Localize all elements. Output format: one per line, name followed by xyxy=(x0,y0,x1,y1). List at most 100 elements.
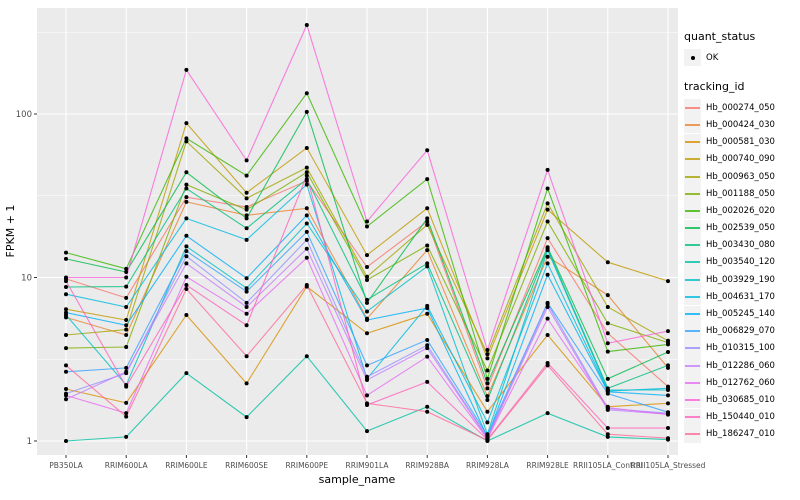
data-point xyxy=(365,264,369,269)
data-point xyxy=(425,222,430,227)
legend-item-label: Hb_012286_060 xyxy=(706,360,775,371)
data-point xyxy=(124,411,129,416)
data-point xyxy=(184,170,189,175)
x-axis-title: sample_name xyxy=(319,473,396,486)
legend-item-label: Hb_150440_010 xyxy=(706,412,775,423)
data-point xyxy=(184,233,189,238)
data-point xyxy=(485,420,490,425)
legend-item-Hb_001188_050[interactable]: Hb_001188_050 xyxy=(684,185,798,203)
data-point xyxy=(425,248,430,253)
legend-item-Hb_002026_020[interactable]: Hb_002026_020 xyxy=(684,202,798,220)
data-point xyxy=(184,371,189,376)
line-key-icon xyxy=(684,116,701,134)
data-point xyxy=(64,386,68,391)
data-point xyxy=(425,346,430,351)
line-key-icon xyxy=(684,322,701,340)
data-point xyxy=(365,309,369,314)
data-point xyxy=(545,301,550,306)
data-point xyxy=(304,246,309,251)
data-point xyxy=(124,400,129,405)
legend-item-Hb_000581_030[interactable]: Hb_000581_030 xyxy=(684,133,798,151)
data-point xyxy=(425,404,430,409)
legend-item-Hb_012286_060[interactable]: Hb_012286_060 xyxy=(684,357,798,375)
data-point xyxy=(425,264,430,269)
legend-item-Hb_004631_170[interactable]: Hb_004631_170 xyxy=(684,288,798,306)
data-point xyxy=(304,206,309,211)
legend-item-label: Hb_000424_030 xyxy=(706,119,775,130)
data-point xyxy=(304,170,309,175)
line-key-icon xyxy=(684,391,701,409)
legend-item-Hb_186247_010[interactable]: Hb_186247_010 xyxy=(684,425,798,443)
data-point xyxy=(124,266,129,271)
data-point xyxy=(244,415,249,420)
legend-item-Hb_003430_080[interactable]: Hb_003430_080 xyxy=(684,236,798,254)
legend-item-Hb_030685_010[interactable]: Hb_030685_010 xyxy=(684,391,798,409)
legend-item-Hb_012762_060[interactable]: Hb_012762_060 xyxy=(684,374,798,392)
legend-quant-status: quant_status OK xyxy=(684,30,798,67)
data-point xyxy=(184,121,189,126)
legend-item-Hb_003929_190[interactable]: Hb_003929_190 xyxy=(684,271,798,289)
data-point xyxy=(605,331,610,336)
data-point xyxy=(184,186,189,191)
data-point xyxy=(485,356,490,361)
data-point xyxy=(425,379,430,384)
legend-item-label: Hb_186247_010 xyxy=(706,429,775,440)
data-point xyxy=(545,411,550,416)
data-point xyxy=(425,409,430,414)
data-point xyxy=(124,332,129,337)
legend-item-Hb_006829_070[interactable]: Hb_006829_070 xyxy=(684,322,798,340)
legend-item-Hb_000963_050[interactable]: Hb_000963_050 xyxy=(684,168,798,186)
data-point xyxy=(244,286,249,291)
data-point xyxy=(485,409,490,414)
legend-tracking-id: tracking_id Hb_000274_050 Hb_000424_030 Hb… xyxy=(684,80,798,443)
data-point xyxy=(545,332,550,337)
line-key-icon xyxy=(684,374,701,392)
legend-item-Hb_005245_140[interactable]: Hb_005245_140 xyxy=(684,305,798,323)
data-point xyxy=(545,248,550,253)
legend-title-tracking-id: tracking_id xyxy=(684,80,745,94)
data-point xyxy=(304,237,309,242)
data-point xyxy=(365,278,369,283)
data-point xyxy=(64,250,68,255)
legend-item-Hb_010315_100[interactable]: Hb_010315_100 xyxy=(684,339,798,357)
data-point xyxy=(365,401,369,406)
data-point xyxy=(605,376,610,381)
data-point xyxy=(304,23,309,28)
legend-item-Hb_000740_090[interactable]: Hb_000740_090 xyxy=(684,150,798,168)
data-point xyxy=(64,363,68,368)
data-point xyxy=(124,384,129,389)
x-tick-label: RRIM928LA xyxy=(466,461,510,470)
data-point xyxy=(485,381,490,386)
data-point xyxy=(304,213,309,218)
legend-item-Hb_000274_050[interactable]: Hb_000274_050 xyxy=(684,99,798,117)
legend-item-label: Hb_000963_050 xyxy=(706,171,775,182)
data-point xyxy=(365,224,369,229)
line-key-icon xyxy=(684,99,701,117)
data-point xyxy=(425,306,430,311)
data-point xyxy=(244,381,249,386)
legend-item-ok[interactable]: OK xyxy=(684,49,798,67)
data-point xyxy=(304,229,309,234)
data-point xyxy=(485,386,490,391)
data-point xyxy=(365,429,369,434)
data-point xyxy=(244,276,249,281)
legend-item-Hb_150440_010[interactable]: Hb_150440_010 xyxy=(684,408,798,426)
legend-item-label: Hb_006829_070 xyxy=(706,326,775,337)
data-point xyxy=(184,312,189,317)
data-point xyxy=(666,393,670,398)
data-point xyxy=(124,317,129,322)
data-point xyxy=(244,196,249,201)
legend-item-Hb_003540_120[interactable]: Hb_003540_120 xyxy=(684,253,798,271)
data-point xyxy=(124,434,129,439)
line-key-icon xyxy=(684,236,701,254)
data-point xyxy=(666,401,670,406)
data-point xyxy=(365,274,369,279)
line-key-icon xyxy=(684,253,701,271)
data-point xyxy=(545,186,550,191)
data-point xyxy=(365,300,369,305)
legend-item-Hb_000424_030[interactable]: Hb_000424_030 xyxy=(684,116,798,134)
legend-item-Hb_002539_050[interactable]: Hb_002539_050 xyxy=(684,219,798,237)
data-point xyxy=(244,207,249,212)
data-point xyxy=(365,393,369,398)
line-key-icon xyxy=(684,168,701,186)
